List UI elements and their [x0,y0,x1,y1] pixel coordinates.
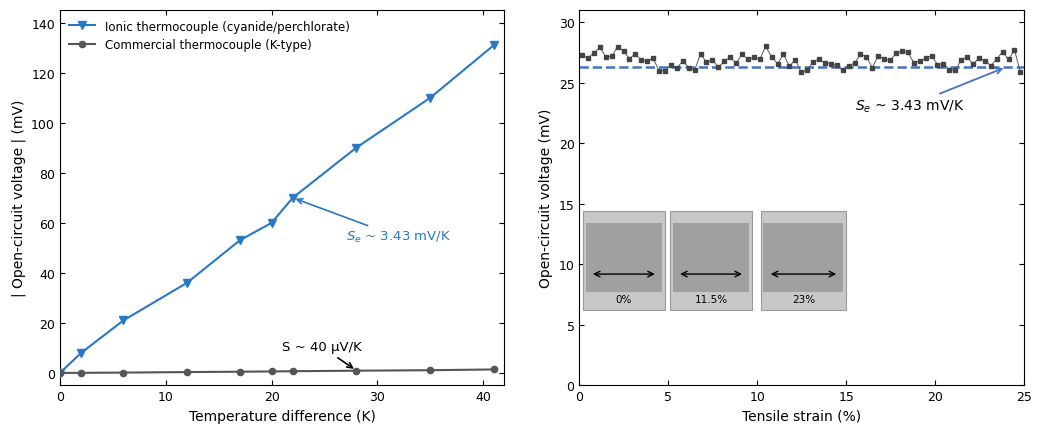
Bar [763,224,844,293]
Line: Ionic thermocouple (cyanide/perchlorate): Ionic thermocouple (cyanide/perchlorate) [56,42,498,377]
Y-axis label: Open-circuit voltage (mV): Open-circuit voltage (mV) [539,109,553,288]
Commercial thermocouple (K-type) [350,368,363,374]
Bar [673,224,749,293]
Ionic thermocouple (cyanide/perchlorate) [234,238,246,243]
Commercial thermocouple (K-type) [180,370,193,375]
Ionic thermocouple (cyanide/perchlorate) [180,281,193,286]
Commercial thermocouple (K-type) [287,369,299,374]
Text: 0%: 0% [615,295,632,305]
Commercial thermocouple (K-type) [265,369,277,374]
Ionic thermocouple (cyanide/perchlorate) [487,43,500,49]
Commercial thermocouple (K-type) [117,370,129,375]
Ionic thermocouple (cyanide/perchlorate) [75,351,88,356]
X-axis label: Temperature difference (K): Temperature difference (K) [189,409,375,423]
Ionic thermocouple (cyanide/perchlorate) [287,196,299,201]
Commercial thermocouple (K-type) [53,371,66,376]
X-axis label: Tensile strain (%): Tensile strain (%) [743,409,862,423]
Bar [670,212,752,311]
Ionic thermocouple (cyanide/perchlorate) [53,371,66,376]
Text: 11.5%: 11.5% [695,295,728,305]
Ionic thermocouple (cyanide/perchlorate) [425,96,437,101]
Ionic thermocouple (cyanide/perchlorate) [117,318,129,323]
Text: S ~ 40 μV/K: S ~ 40 μV/K [283,341,362,368]
Text: 23%: 23% [792,295,815,305]
Commercial thermocouple (K-type) [425,368,437,373]
Text: $S_e$ ~ 3.43 mV/K: $S_e$ ~ 3.43 mV/K [855,69,1001,115]
Commercial thermocouple (K-type) [234,369,246,375]
Y-axis label: | Open-circuit voltage | (mV): | Open-circuit voltage | (mV) [11,100,26,297]
Text: $S_e$ ~ 3.43 mV/K: $S_e$ ~ 3.43 mV/K [297,199,451,245]
Bar [586,224,662,293]
Ionic thermocouple (cyanide/perchlorate) [350,146,363,151]
Line: Commercial thermocouple (K-type): Commercial thermocouple (K-type) [56,366,496,376]
Commercial thermocouple (K-type) [75,370,88,375]
Legend: Ionic thermocouple (cyanide/perchlorate), Commercial thermocouple (K-type): Ionic thermocouple (cyanide/perchlorate)… [66,17,354,56]
Bar [760,212,846,311]
Commercial thermocouple (K-type) [487,367,500,372]
Ionic thermocouple (cyanide/perchlorate) [265,221,277,226]
Bar [583,212,664,311]
